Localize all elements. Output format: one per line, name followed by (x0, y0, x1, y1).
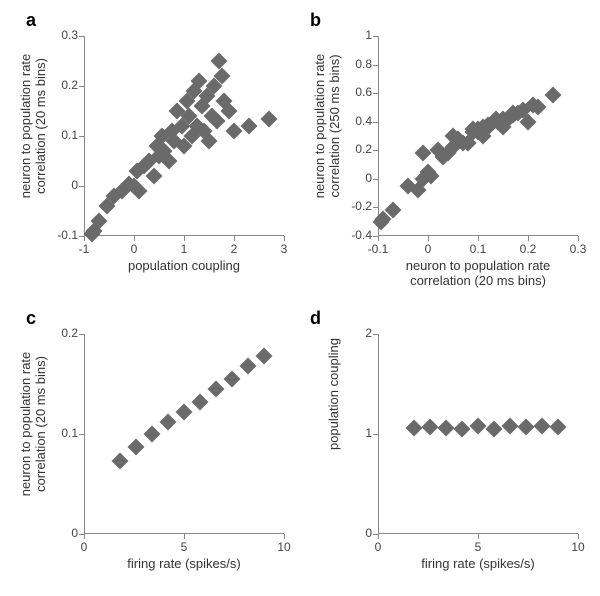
x-tick-label: 5 (453, 540, 503, 554)
y-tick-label: 0 (36, 526, 78, 540)
data-point (144, 426, 161, 443)
x-tick-label: 10 (553, 540, 600, 554)
y-axis-label: neuron to population ratecorrelation (25… (312, 26, 342, 226)
x-tick-label: 10 (259, 540, 309, 554)
x-axis-label: population coupling (64, 258, 304, 273)
data-point (454, 421, 471, 438)
y-tick (79, 534, 84, 535)
data-point (211, 53, 228, 70)
x-tick-label: 1 (159, 242, 209, 256)
data-point (160, 414, 177, 431)
data-point (486, 421, 503, 438)
x-tick-label: 0 (109, 242, 159, 256)
x-tick (84, 236, 85, 241)
y-axis (378, 36, 379, 236)
x-tick (378, 236, 379, 241)
y-tick (79, 136, 84, 137)
data-point (422, 419, 439, 436)
data-point (261, 110, 278, 127)
y-tick (373, 122, 378, 123)
x-tick (378, 534, 379, 539)
figure: a-10123-0.100.10.20.3population coupling… (0, 0, 600, 596)
x-axis-label: neuron to population ratecorrelation (20… (358, 258, 598, 288)
plot-c (84, 334, 284, 534)
x-tick (184, 236, 185, 241)
y-axis-label: population coupling (326, 294, 341, 494)
x-tick (84, 534, 85, 539)
y-tick (79, 86, 84, 87)
y-axis (84, 334, 85, 534)
x-tick (234, 236, 235, 241)
data-point (438, 420, 455, 437)
y-tick-label: 0 (330, 526, 372, 540)
y-tick (79, 334, 84, 335)
x-tick (478, 236, 479, 241)
x-tick-label: 0.1 (453, 242, 503, 256)
y-tick (373, 434, 378, 435)
data-point (518, 419, 535, 436)
data-point (406, 420, 423, 437)
data-point (550, 419, 567, 436)
y-tick (79, 186, 84, 187)
data-point (415, 145, 432, 162)
y-tick (373, 65, 378, 66)
plot-d (378, 334, 578, 534)
x-tick (428, 236, 429, 241)
x-tick (478, 534, 479, 539)
x-tick (578, 534, 579, 539)
x-tick (528, 236, 529, 241)
x-tick-label: -1 (59, 242, 109, 256)
y-tick (373, 150, 378, 151)
x-tick-label: 0 (403, 242, 453, 256)
x-tick (578, 236, 579, 241)
y-tick (373, 334, 378, 335)
y-axis (378, 334, 379, 534)
y-tick (373, 236, 378, 237)
data-point (192, 394, 209, 411)
y-tick (79, 236, 84, 237)
y-axis-label: neuron to population ratecorrelation (20… (18, 324, 48, 524)
data-point (256, 348, 273, 365)
y-tick (373, 36, 378, 37)
data-point (224, 371, 241, 388)
x-tick-label: 2 (209, 242, 259, 256)
plot-b (378, 36, 578, 236)
data-point (534, 418, 551, 435)
y-tick (373, 93, 378, 94)
y-tick (373, 179, 378, 180)
x-tick-label: 0.3 (553, 242, 600, 256)
x-tick-label: 0.2 (503, 242, 553, 256)
y-tick-label: -0.4 (330, 228, 372, 242)
x-axis-label: firing rate (spikes/s) (358, 556, 598, 571)
panel-label-d: d (310, 308, 321, 329)
y-tick-label: -0.1 (36, 228, 78, 242)
x-tick-label: 0 (353, 540, 403, 554)
data-point (208, 381, 225, 398)
x-tick (284, 236, 285, 241)
x-tick-label: 0 (59, 540, 109, 554)
data-point (470, 418, 487, 435)
y-tick (79, 434, 84, 435)
x-axis-label: firing rate (spikes/s) (64, 556, 304, 571)
x-tick-label: 5 (159, 540, 209, 554)
data-point (241, 118, 258, 135)
y-axis-label: neuron to population ratecorrelation (20… (18, 26, 48, 226)
y-axis (84, 36, 85, 236)
data-point (240, 358, 257, 375)
data-point (502, 418, 519, 435)
x-tick-label: -0.1 (353, 242, 403, 256)
y-tick (373, 207, 378, 208)
y-tick (373, 534, 378, 535)
data-point (112, 453, 129, 470)
data-point (128, 439, 145, 456)
x-tick (134, 236, 135, 241)
x-tick (284, 534, 285, 539)
x-tick-label: 3 (259, 242, 309, 256)
data-point (545, 86, 562, 103)
data-point (176, 404, 193, 421)
y-tick (79, 36, 84, 37)
plot-a (84, 36, 284, 236)
x-tick (184, 534, 185, 539)
